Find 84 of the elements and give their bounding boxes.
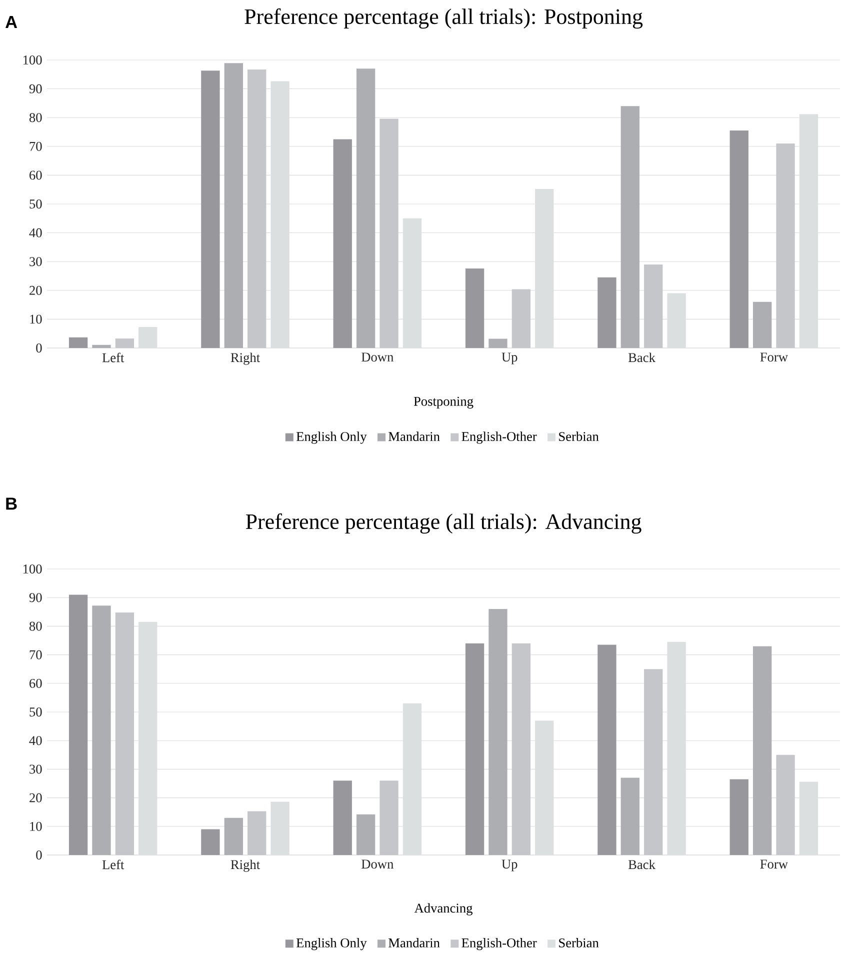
bar xyxy=(356,68,376,348)
y-tick-label: 40 xyxy=(29,228,42,238)
x-tick-label: Right xyxy=(230,352,260,365)
bar xyxy=(512,289,531,348)
x-tick-label: Left xyxy=(102,860,124,870)
legend-label: English-Other xyxy=(462,432,537,444)
text: B xyxy=(6,498,17,510)
bar xyxy=(380,118,398,348)
y-tick-label: 0 xyxy=(36,850,42,860)
y-tick-label: 70 xyxy=(30,142,42,151)
bar xyxy=(644,669,663,855)
y-tick-label: 10 xyxy=(30,314,42,324)
bar xyxy=(248,69,266,348)
y-tick-label: 100 xyxy=(23,55,42,64)
bar xyxy=(380,780,398,855)
bar xyxy=(776,144,795,348)
y-tick-label: 90 xyxy=(29,84,42,94)
bar xyxy=(201,70,220,348)
legend-label: English Only xyxy=(296,432,367,444)
bar xyxy=(620,106,640,348)
bar xyxy=(224,818,243,855)
bar xyxy=(644,264,663,348)
x-tick-label: Back xyxy=(628,860,656,870)
y-tick-label: 30 xyxy=(30,257,42,266)
bar xyxy=(776,754,795,855)
bar xyxy=(465,643,484,855)
x-axis-title: Advancing xyxy=(414,903,473,916)
bar xyxy=(730,779,748,855)
y-tick-label: 100 xyxy=(23,564,42,574)
bar xyxy=(68,337,88,348)
y-tick-label: 60 xyxy=(30,170,42,180)
y-tick-label: 20 xyxy=(30,793,42,802)
y-tick-label: 80 xyxy=(29,622,42,631)
y-tick-label: 40 xyxy=(29,736,42,746)
x-tick-label: Down xyxy=(362,352,394,362)
legend-label: English Only xyxy=(296,938,367,950)
bar xyxy=(620,778,640,855)
legend-label: Mandarin xyxy=(388,432,440,442)
bar xyxy=(201,829,220,855)
x-tick-label: Right xyxy=(230,860,260,872)
y-tick-label: 50 xyxy=(30,708,42,716)
y-tick-label: 20 xyxy=(30,286,42,295)
bar xyxy=(333,780,352,855)
bar xyxy=(115,338,134,348)
x-tick-label: Up xyxy=(502,352,518,364)
x-tick-label: Forw xyxy=(760,352,788,362)
x-axis-title: Postponing xyxy=(414,396,474,409)
bar xyxy=(92,344,111,348)
text: A xyxy=(5,16,18,28)
y-tick-label: 70 xyxy=(30,650,42,660)
x-tick-label: Forw xyxy=(760,860,788,869)
bar xyxy=(598,277,616,348)
y-tick-label: 90 xyxy=(29,593,42,602)
bar xyxy=(333,139,352,348)
bar xyxy=(224,63,243,348)
y-tick-label: 0 xyxy=(36,343,42,352)
y-tick-label: 30 xyxy=(30,764,42,774)
x-tick-label: Up xyxy=(502,860,518,872)
bar xyxy=(115,612,134,855)
bar xyxy=(752,302,772,348)
bar xyxy=(752,646,772,855)
y-tick-label: 10 xyxy=(30,822,42,831)
y-tick-label: 80 xyxy=(29,113,42,122)
bar xyxy=(92,606,111,855)
bar xyxy=(465,268,484,348)
legend-label: Mandarin xyxy=(388,938,440,948)
bar xyxy=(488,609,508,855)
x-tick-label: Left xyxy=(102,352,124,362)
y-tick-label: 50 xyxy=(30,199,42,208)
legend-label: Serbian xyxy=(559,938,599,948)
chart-title: Preference percentage (all trials): Postponing xyxy=(244,8,643,29)
bar xyxy=(730,130,748,348)
bar xyxy=(598,644,616,855)
legend-label: English-Other xyxy=(462,938,537,950)
x-tick-label: Back xyxy=(628,352,656,362)
bar xyxy=(512,643,531,855)
y-tick-label: 60 xyxy=(30,678,42,688)
bar xyxy=(248,811,266,855)
bar xyxy=(68,594,88,855)
x-tick-label: Down xyxy=(362,860,394,869)
bar xyxy=(488,338,508,348)
bar xyxy=(356,814,376,855)
chart-title: Preference percentage (all trials): Advancing xyxy=(246,513,642,534)
legend-label: Serbian xyxy=(559,432,599,442)
